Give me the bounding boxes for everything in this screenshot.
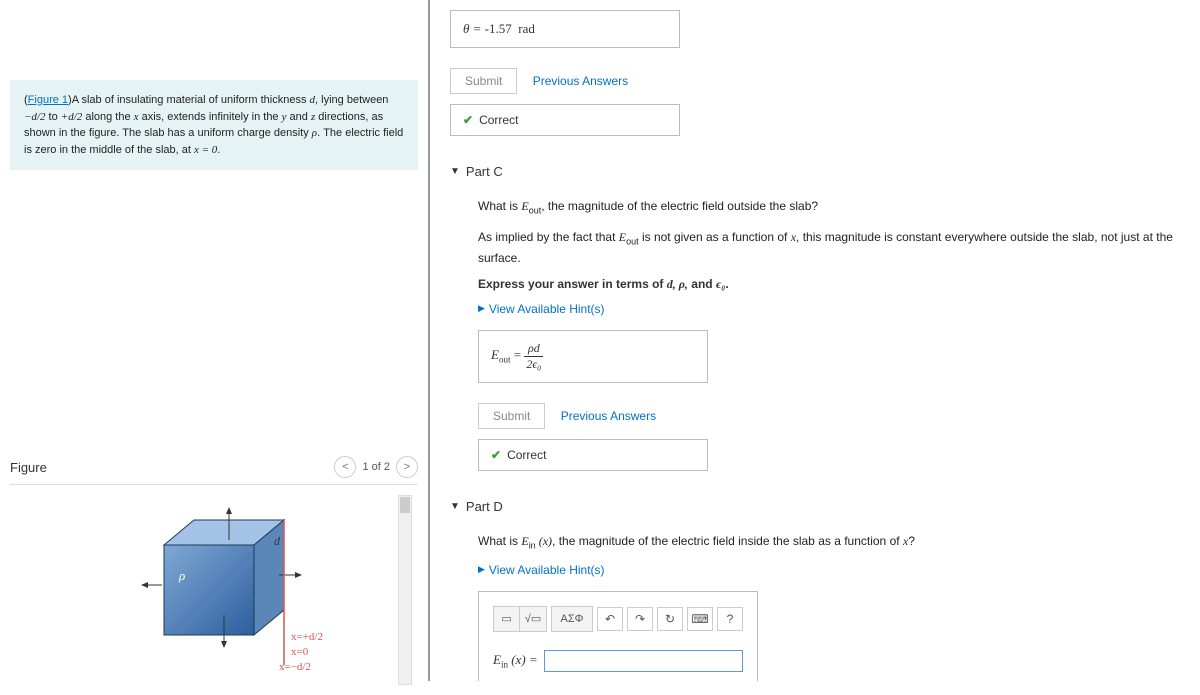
figure-prev-button[interactable]: < xyxy=(334,456,356,478)
partc-submit-button: Submit xyxy=(478,403,545,429)
partb-previous-answers-link[interactable]: Previous Answers xyxy=(533,74,628,88)
svg-text:x=0: x=0 xyxy=(291,646,309,658)
partc-implied: As implied by the fact that Eout is not … xyxy=(478,228,1180,267)
figure-counter: 1 of 2 xyxy=(362,461,390,473)
partd-question: What is Ein (x), the magnitude of the el… xyxy=(478,532,1180,553)
partd-input-panel: ▭ √▭ ΑΣΦ ↶ ↷ ↻ ⌨ ? Ein (x) = xyxy=(478,591,758,681)
help-button[interactable]: ? xyxy=(717,607,743,631)
slab-diagram: ρ d x=+d/2 x=0 x=−d/2 xyxy=(124,505,344,685)
sqrt-tool-button[interactable]: √▭ xyxy=(520,607,546,631)
caret-right-icon: ▶ xyxy=(478,564,485,575)
partc-previous-answers-link[interactable]: Previous Answers xyxy=(561,409,656,423)
partc-hints-link[interactable]: ▶ View Available Hint(s) xyxy=(478,302,1180,316)
svg-text:d: d xyxy=(274,534,281,548)
partd-answer-input[interactable] xyxy=(544,650,743,672)
caret-down-icon: ▼ xyxy=(450,501,460,512)
greek-tool-button[interactable]: ΑΣΦ xyxy=(552,607,592,631)
keyboard-button[interactable]: ⌨ xyxy=(687,607,713,631)
partd-header[interactable]: ▼ Part D xyxy=(450,499,1180,514)
svg-text:ρ: ρ xyxy=(178,568,185,583)
undo-button[interactable]: ↶ xyxy=(597,607,623,631)
redo-button[interactable]: ↷ xyxy=(627,607,653,631)
partb-correct-box: ✔ Correct xyxy=(450,104,680,136)
partc-question: What is Eout, the magnitude of the elect… xyxy=(478,197,1180,218)
reset-button[interactable]: ↻ xyxy=(657,607,683,631)
partc-answer-box: Eout = ρd2ϵ₀ xyxy=(478,330,708,383)
partb-answer-box: θ = -1.57 rad xyxy=(450,10,680,48)
partd-hints-link[interactable]: ▶ View Available Hint(s) xyxy=(478,563,1180,577)
caret-right-icon: ▶ xyxy=(478,303,485,314)
check-icon: ✔ xyxy=(463,113,473,127)
figure-body: ρ d x=+d/2 x=0 x=−d/2 xyxy=(10,495,418,695)
figure-title: Figure xyxy=(10,460,47,475)
equation-toolbar: ▭ √▭ ΑΣΦ ↶ ↷ ↻ ⌨ ? xyxy=(493,606,743,632)
partc-instructions: Express your answer in terms of d, ρ, an… xyxy=(478,277,1180,292)
right-panel: θ = -1.57 rad Submit Previous Answers ✔ … xyxy=(430,0,1200,681)
svg-text:x=−d/2: x=−d/2 xyxy=(279,661,311,673)
fraction-tool-button[interactable]: ▭ xyxy=(494,607,520,631)
figure-scrollbar[interactable] xyxy=(398,495,412,685)
figure-section: Figure < 1 of 2 > xyxy=(10,450,418,695)
problem-statement: (Figure 1)A slab of insulating material … xyxy=(10,80,418,170)
partc-header[interactable]: ▼ Part C xyxy=(450,164,1180,179)
partc-correct-box: ✔ Correct xyxy=(478,439,708,471)
partb-submit-button: Submit xyxy=(450,68,517,94)
left-panel: (Figure 1)A slab of insulating material … xyxy=(0,0,430,681)
check-icon: ✔ xyxy=(491,448,501,462)
figure-link[interactable]: Figure 1 xyxy=(28,94,68,106)
svg-text:x=+d/2: x=+d/2 xyxy=(291,631,323,643)
caret-down-icon: ▼ xyxy=(450,166,460,177)
figure-next-button[interactable]: > xyxy=(396,456,418,478)
